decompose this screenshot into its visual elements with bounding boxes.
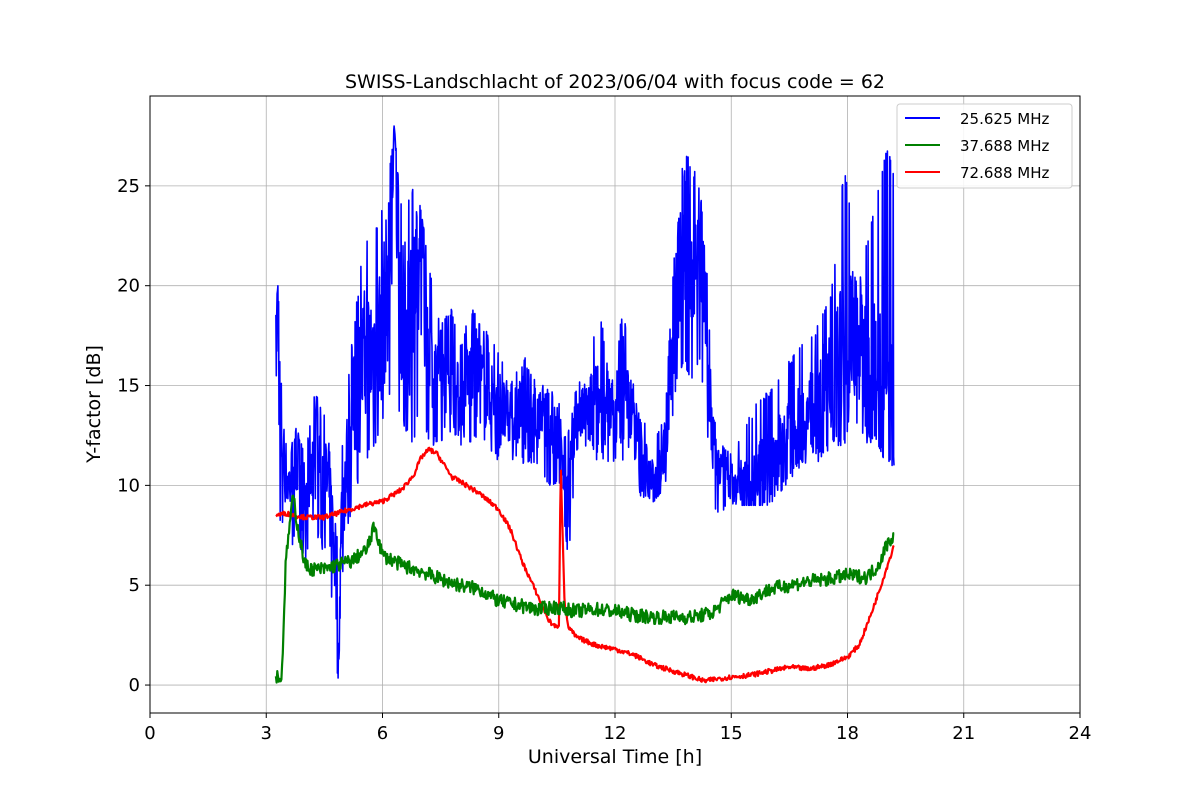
y-axis-label: Y-factor [dB]	[83, 345, 105, 464]
x-tick-label: 15	[720, 723, 743, 744]
legend-label-series-3: 72.688 MHz	[960, 164, 1049, 182]
x-tick-label: 24	[1069, 723, 1092, 744]
legend: 25.625 MHz 37.688 MHz 72.688 MHz	[896, 103, 1073, 189]
x-tick-label: 0	[144, 723, 155, 744]
y-tick-label: 20	[117, 276, 140, 297]
x-tick-label: 21	[952, 723, 975, 744]
series-line-3	[275, 446, 895, 684]
x-axis-label: Universal Time [h]	[528, 746, 702, 768]
y-tick-label: 5	[129, 575, 140, 596]
x-tick-label: 6	[377, 723, 388, 744]
chart-title: SWISS-Landschlacht of 2023/06/04 with fo…	[345, 71, 885, 93]
x-tick-label: 12	[604, 723, 627, 744]
legend-label-series-1: 25.625 MHz	[960, 110, 1049, 128]
series-line-1	[275, 125, 895, 679]
y-tick-label: 0	[129, 675, 140, 696]
legend-label-series-2: 37.688 MHz	[960, 137, 1049, 155]
series-layer	[274, 125, 895, 684]
series-line-2	[274, 494, 895, 684]
y-tick-label: 25	[117, 176, 140, 197]
x-tick-label: 9	[493, 723, 504, 744]
y-tick-label: 15	[117, 376, 140, 397]
legend-box	[896, 103, 1073, 189]
axis-ticks: 0 3 6 9 12 15 18 21 24 0 5 10 15 20 25	[117, 176, 1091, 744]
x-tick-label: 18	[836, 723, 859, 744]
y-tick-label: 10	[117, 475, 140, 496]
x-tick-label: 3	[261, 723, 272, 744]
